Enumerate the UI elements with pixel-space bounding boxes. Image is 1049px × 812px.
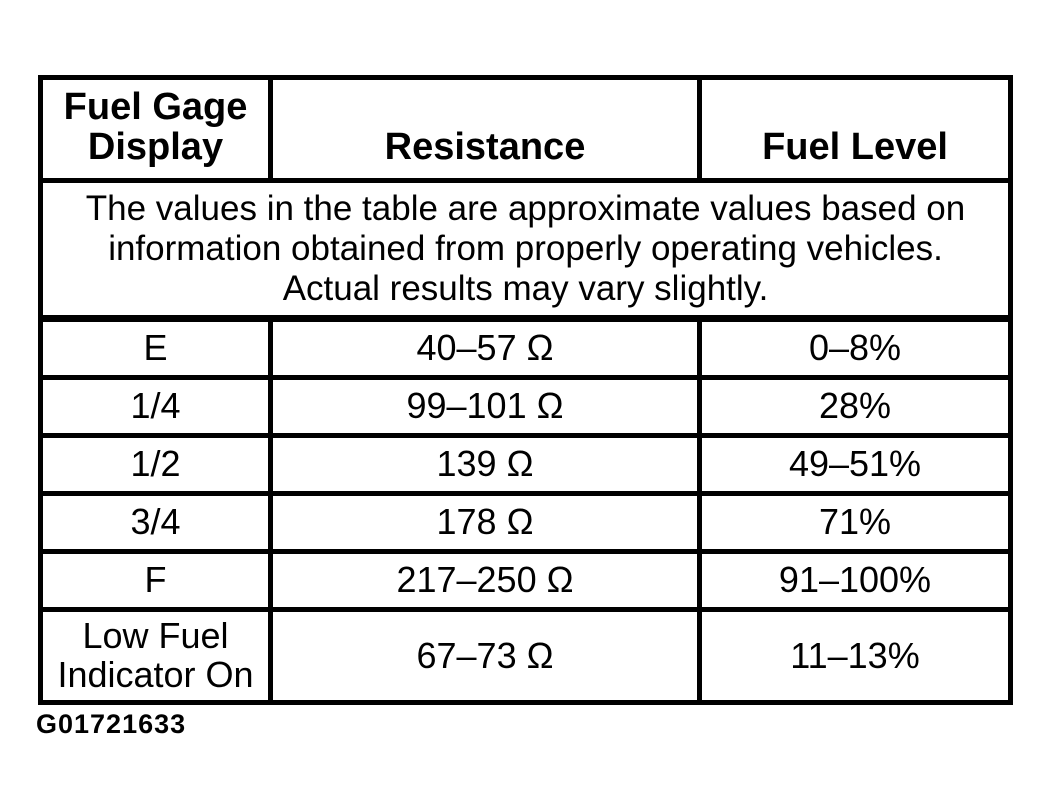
table-row-low-fuel: Low Fuel Indicator On 67–73 Ω 11–13% [38,607,1013,705]
table-row-quarter: 1/4 99–101 Ω 28% [38,375,1013,438]
table-row-f: F 217–250 Ω 91–100% [38,549,1013,612]
cell-resistance: 67–73 Ω [268,607,702,705]
cell-resistance: 217–250 Ω [268,549,702,612]
cell-display: E [38,316,273,380]
cell-display: Low Fuel Indicator On [38,607,273,705]
cell-resistance: 99–101 Ω [268,375,702,438]
col-header-resistance: Resistance [268,75,702,183]
table-row-e: E 40–57 Ω 0–8% [38,316,1013,380]
fuel-gage-table: Fuel Gage Display Resistance Fuel Level … [38,75,1013,705]
cell-fuel-level: 11–13% [697,607,1013,705]
table-note: The values in the table are approximate … [38,178,1013,322]
cell-resistance: 40–57 Ω [268,316,702,380]
col-header-fuel-level: Fuel Level [697,75,1013,183]
cell-fuel-level: 71% [697,491,1013,554]
cell-fuel-level: 49–51% [697,433,1013,496]
cell-display: 1/4 [38,375,273,438]
cell-resistance: 139 Ω [268,433,702,496]
header-row: Fuel Gage Display Resistance Fuel Level [38,75,1013,183]
table-row-half: 1/2 139 Ω 49–51% [38,433,1013,496]
col-header-fuel-gage-display: Fuel Gage Display [38,75,273,183]
cell-display: 1/2 [38,433,273,496]
table-row-three-quarter: 3/4 178 Ω 71% [38,491,1013,554]
cell-resistance: 178 Ω [268,491,702,554]
cell-fuel-level: 28% [697,375,1013,438]
cell-fuel-level: 0–8% [697,316,1013,380]
cell-display: 3/4 [38,491,273,554]
note-row: The values in the table are approximate … [38,178,1013,322]
figure-id: G01721633 [36,709,187,739]
cell-fuel-level: 91–100% [697,549,1013,612]
cell-display: F [38,549,273,612]
